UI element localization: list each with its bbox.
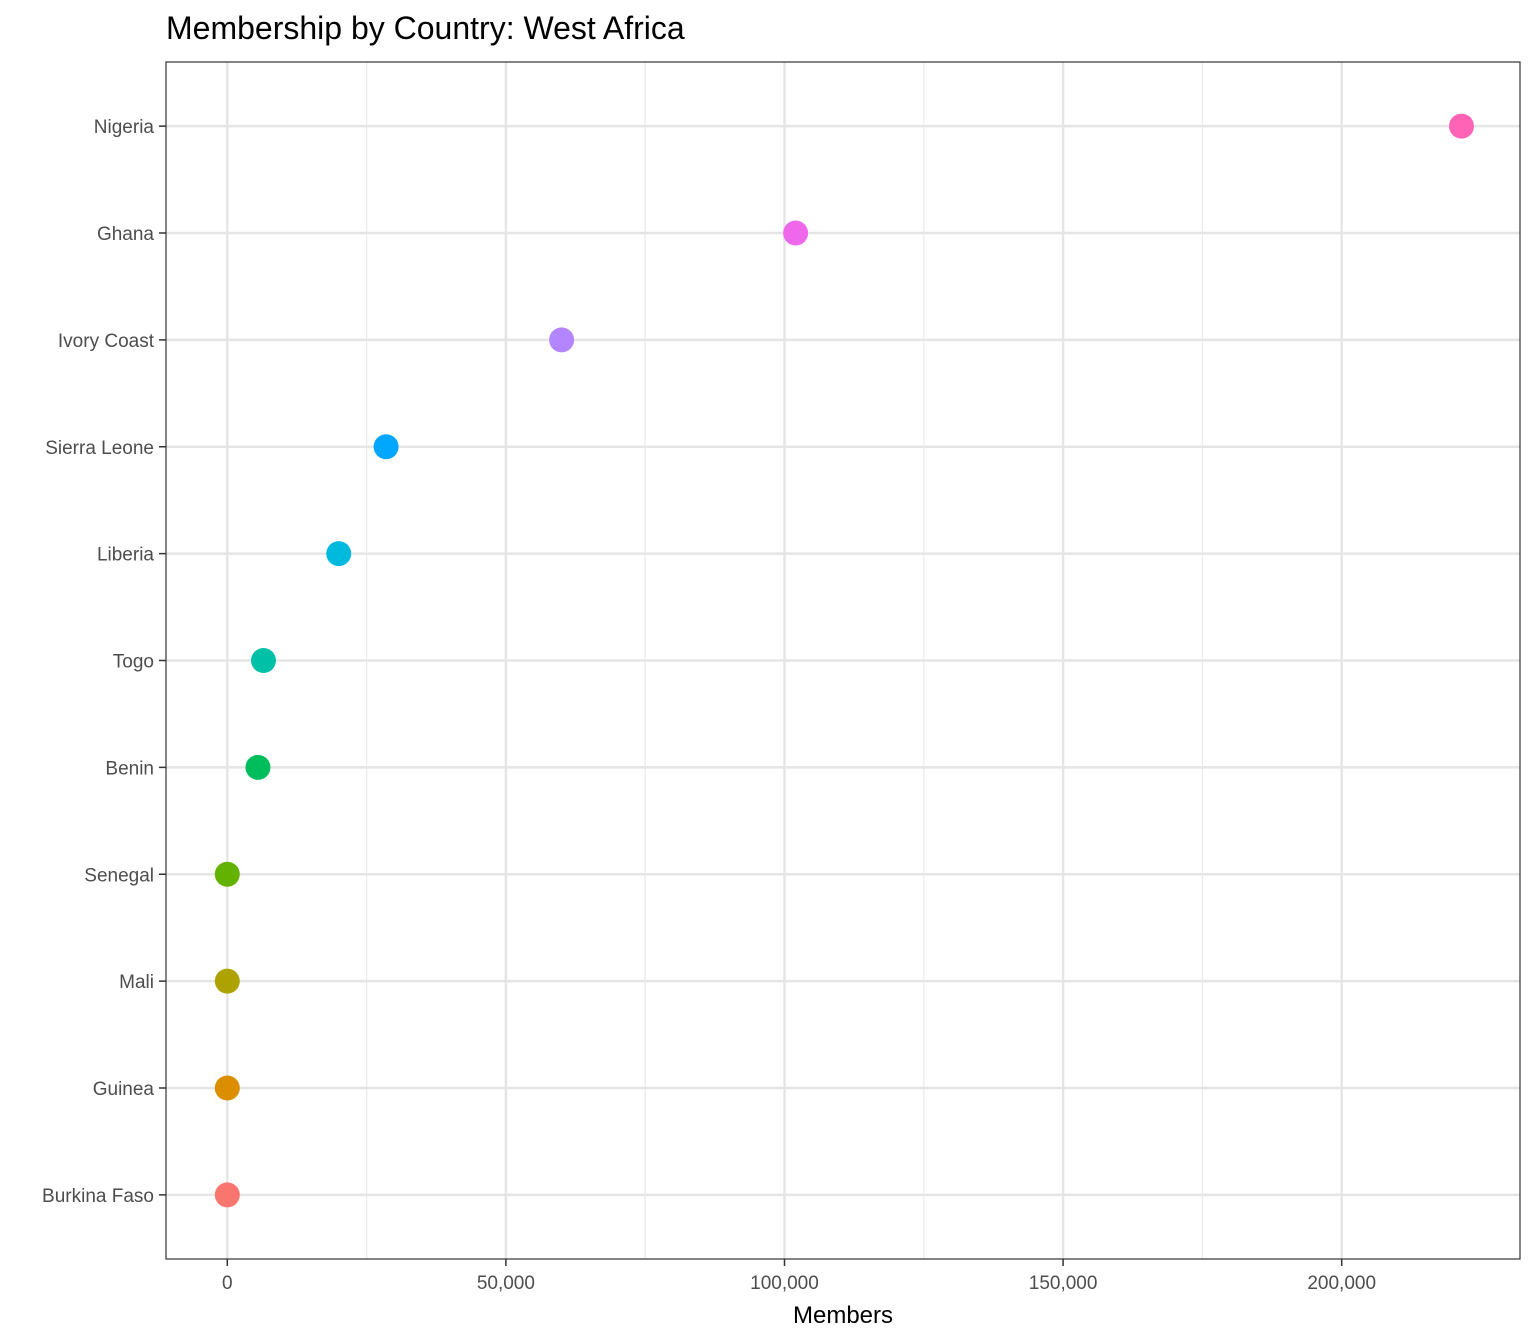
data-point-ivory-coast: [549, 327, 575, 353]
data-point-sierra-leone: [373, 434, 399, 460]
data-point-benin: [245, 754, 271, 780]
y-tick-label: Ivory Coast: [58, 331, 155, 352]
data-point-mali: [214, 968, 240, 994]
x-axis-title: Members: [793, 1302, 893, 1329]
x-tick-label: 100,000: [750, 1273, 819, 1294]
y-tick-label: Nigeria: [94, 117, 155, 138]
x-tick-label: 150,000: [1029, 1273, 1098, 1294]
y-tick-label: Togo: [113, 652, 154, 673]
y-tick-label: Guinea: [93, 1079, 155, 1100]
x-axis: 0 50,000 100,000 150,000 200,000: [222, 1259, 1376, 1294]
x-tick-label: 50,000: [477, 1273, 535, 1294]
data-point-guinea: [214, 1075, 240, 1101]
y-tick-label: Mali: [119, 972, 154, 993]
data-points: [214, 113, 1474, 1208]
data-point-togo: [251, 648, 277, 673]
y-tick-label: Benin: [105, 758, 154, 779]
x-tick-label: 200,000: [1307, 1273, 1376, 1294]
y-axis: Burkina Faso Guinea Mali Senegal Benin Togo Li…: [42, 117, 166, 1207]
y-tick-label: Senegal: [84, 865, 154, 886]
data-point-liberia: [326, 541, 352, 567]
y-tick-label: Sierra Leone: [45, 438, 154, 459]
y-tick-label: Burkina Faso: [42, 1186, 154, 1207]
x-tick-label: 0: [222, 1273, 233, 1294]
grid-lines: [166, 62, 1520, 1259]
data-point-senegal: [214, 861, 240, 887]
y-tick-label: Liberia: [97, 545, 154, 566]
chart-title: Membership by Country: West Africa: [166, 10, 685, 46]
data-point-ghana: [783, 220, 809, 246]
y-tick-label: Ghana: [97, 224, 154, 245]
data-point-nigeria: [1448, 113, 1474, 139]
data-point-burkina-faso: [214, 1182, 240, 1208]
